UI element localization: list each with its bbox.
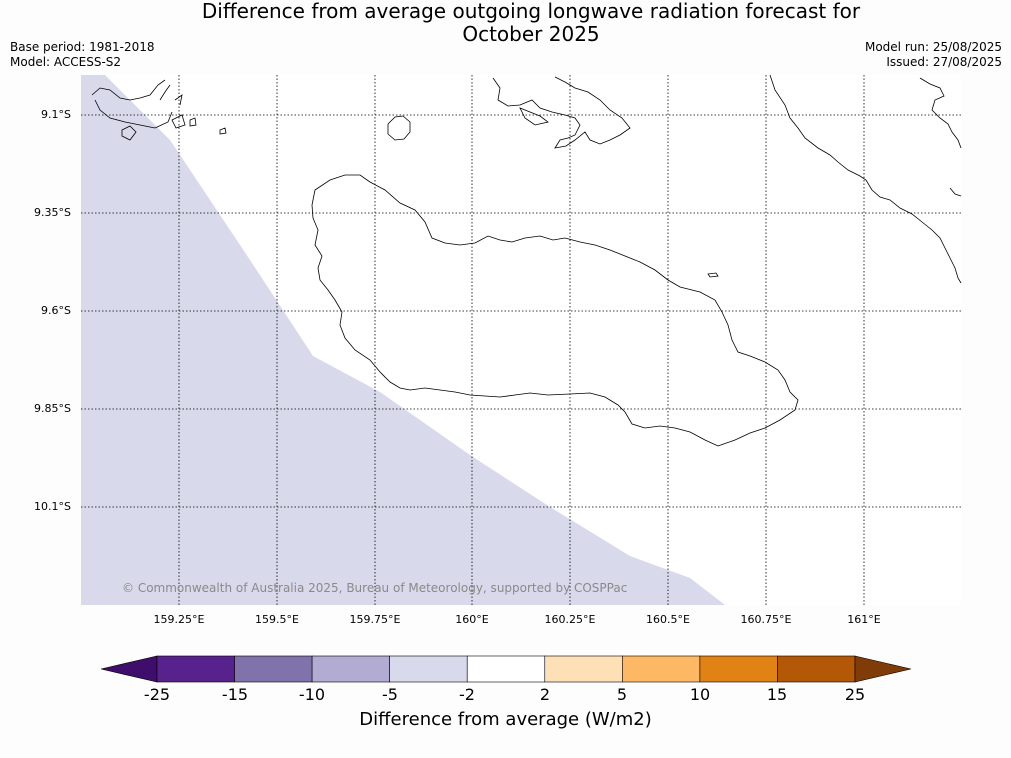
copyright-text: © Commonwealth of Australia 2025, Bureau… (122, 581, 628, 595)
anomaly-shading-region (81, 75, 725, 605)
colorbar-extend-high (854, 655, 912, 683)
colorbar-bin (389, 655, 468, 683)
lon-label-160.5e: 160.5°E (646, 613, 690, 626)
colorbar-tick-label: 25 (844, 685, 866, 704)
lat-label-9.35s: 9.35°S (34, 206, 71, 219)
issued-text: Issued: 27/08/2025 (886, 55, 1002, 69)
lat-label-9.85s: 9.85°S (34, 402, 71, 415)
colorbar-tick-label: 10 (689, 685, 711, 704)
colorbar-tick-label: 15 (766, 685, 788, 704)
lat-label-10.1s: 10.1°S (34, 500, 71, 513)
base-period-text: Base period: 1981-2018 (10, 40, 155, 54)
colorbar (100, 655, 912, 683)
malaita-coastline (769, 74, 962, 284)
lon-label-160.25e: 160.25°E (544, 613, 596, 626)
graticule (81, 75, 961, 605)
colorbar-tick-label: -25 (143, 685, 171, 704)
title-line-2: October 2025 (462, 22, 600, 46)
meta-right: Model run: 25/08/2025 Issued: 27/08/2025 (865, 40, 1002, 70)
colorbar-bin (156, 655, 235, 683)
florida-islands-coastline (492, 76, 631, 149)
colorbar-bin (777, 655, 856, 683)
lat-label-9.6s: 9.6°S (41, 304, 71, 317)
colorbar-tick-label: 2 (539, 685, 551, 704)
colorbar-title: Difference from average (W/m2) (359, 709, 652, 730)
lon-label-159.5e: 159.5°E (255, 613, 299, 626)
title-line-1: Difference from average outgoing longwav… (201, 0, 861, 23)
map-title: Difference from average outgoing longwav… (0, 0, 1011, 46)
colorbar-bin (466, 655, 546, 683)
colorbar-bin (544, 655, 623, 683)
guadalcanal-coastline (311, 174, 799, 447)
lon-label-159.25e: 159.25°E (153, 613, 205, 626)
colorbar-tick-label: -10 (298, 685, 326, 704)
lat-label-9.1s: 9.1°S (41, 108, 71, 121)
colorbar-bin (234, 655, 313, 683)
savo-island-coastline (387, 115, 411, 141)
colorbar-tick-label: -5 (382, 685, 398, 704)
lon-label-161e: 161°E (847, 613, 881, 626)
model-run-text: Model run: 25/08/2025 (864, 40, 1002, 54)
small-island-coastline (707, 272, 719, 278)
malaita-north-coastline (919, 77, 962, 197)
colorbar-tick-label: -15 (221, 685, 249, 704)
lon-label-160e: 160°E (455, 613, 489, 626)
lon-label-159.75e: 159.75°E (349, 613, 401, 626)
russell-islands-coastline (91, 79, 227, 141)
colorbar-bin (311, 655, 390, 683)
lon-label-160.75e: 160.75°E (740, 613, 792, 626)
colorbar-tick-label: -2 (459, 685, 475, 704)
model-text: Model: ACCESS-S2 (10, 55, 122, 69)
colorbar-bin (622, 655, 701, 683)
colorbar-bin (699, 655, 778, 683)
colorbar-tick-label: 5 (616, 685, 628, 704)
colorbar-extend-low (100, 655, 158, 683)
meta-left: Base period: 1981-2018 Model: ACCESS-S2 (10, 40, 155, 70)
